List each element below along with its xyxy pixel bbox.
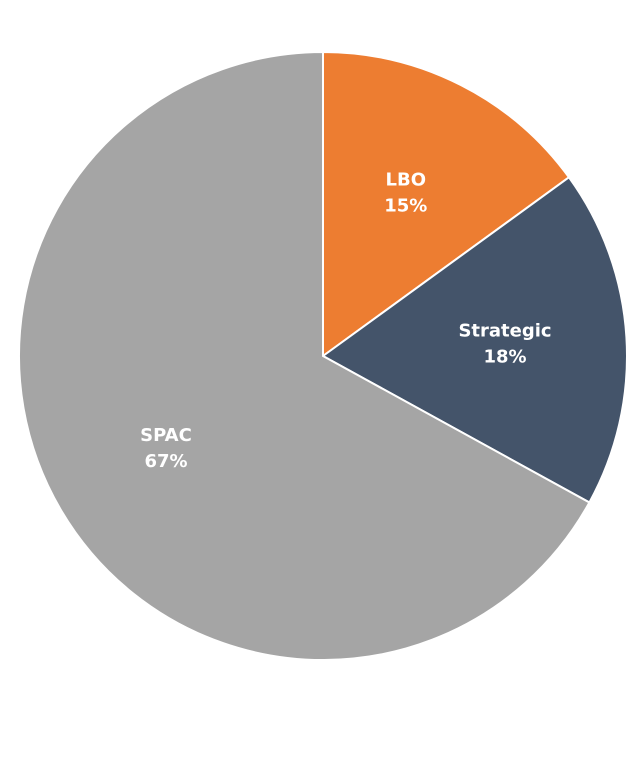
slice-value-label: 67% [144, 451, 187, 472]
pie-slice [18, 50, 591, 661]
slice-label: SPAC [140, 425, 192, 446]
slice-label: Strategic [458, 321, 551, 342]
slice-label: LBO [386, 169, 427, 190]
slice-value-label: 18% [483, 347, 526, 368]
pie-slice [321, 175, 628, 504]
slice-value-label: 15% [384, 195, 427, 216]
pie-slice [322, 50, 571, 358]
